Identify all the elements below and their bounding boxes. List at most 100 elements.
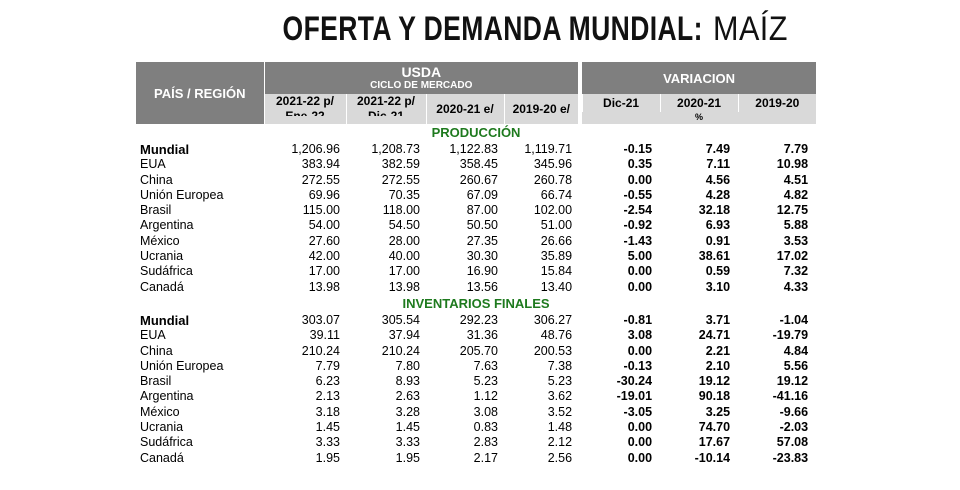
variation-cell: 3.25 bbox=[705, 404, 731, 419]
region-name: Argentina bbox=[140, 218, 194, 233]
variation-cell: 19.12 bbox=[698, 374, 731, 389]
value-cell: 115.00 bbox=[302, 203, 340, 218]
variation-cell: -3.05 bbox=[623, 404, 653, 419]
variation-cell: -10.14 bbox=[694, 450, 731, 465]
value-cell: 358.45 bbox=[459, 157, 498, 172]
value-cell: 272.55 bbox=[301, 172, 340, 187]
region-name: EUA bbox=[140, 328, 166, 343]
variation-cell: -0.81 bbox=[623, 312, 653, 327]
region-name: China bbox=[140, 172, 173, 187]
value-cell: 1.45 bbox=[315, 420, 340, 435]
variation-cell: 38.61 bbox=[698, 249, 731, 264]
region-name: China bbox=[140, 343, 173, 358]
variation-cell: -1.43 bbox=[623, 233, 653, 248]
table-row: EUA 383.94 382.59 358.45 345.96 0.35 7.11 10.98 bbox=[136, 157, 816, 172]
value-cell: 28.00 bbox=[388, 233, 420, 248]
variation-cell: -0.15 bbox=[623, 142, 653, 156]
value-cell: 13.40 bbox=[540, 279, 573, 294]
value-cell: 40.00 bbox=[388, 249, 420, 264]
value-cell: 1,119.71 bbox=[524, 142, 573, 156]
value-cell: 383.94 bbox=[301, 157, 340, 172]
variation-cell: 4.84 bbox=[783, 343, 809, 358]
percent-label: % bbox=[582, 111, 817, 124]
variation-cell: 7.11 bbox=[706, 157, 731, 172]
variation-cell: 3.08 bbox=[627, 328, 653, 343]
table-row: Ucrania 1.45 1.45 0.83 1.48 0.00 74.70 -2.03 bbox=[136, 420, 816, 435]
value-cell: 7.79 bbox=[315, 358, 340, 373]
value-cell: 260.67 bbox=[459, 172, 498, 187]
variation-cell: 10.98 bbox=[776, 157, 809, 172]
table-row: Mundial 303.07 305.54 292.23 306.27 -0.81 3.71… bbox=[136, 313, 816, 328]
produccion-section: PRODUCCIÓN Mundial 1,206.96 1,208.73 1,122.… bbox=[136, 124, 816, 295]
region-header: PAÍS / REGIÓN bbox=[136, 62, 264, 124]
value-cell: 54.50 bbox=[388, 218, 420, 233]
region-name: Unión Europea bbox=[140, 187, 224, 202]
variacion-header: VARIACION bbox=[582, 62, 817, 94]
value-cell: 303.07 bbox=[301, 312, 340, 327]
value-cell: 30.30 bbox=[466, 249, 498, 264]
table-row: Unión Europea 69.96 70.35 67.09 66.74 -0.55 4.… bbox=[136, 188, 816, 203]
value-cell: 2.13 bbox=[315, 389, 340, 404]
variation-cell: 32.18 bbox=[698, 203, 731, 218]
variation-cell: 2.21 bbox=[705, 343, 731, 358]
value-cell: 37.94 bbox=[388, 328, 420, 343]
variation-cell: -9.66 bbox=[779, 404, 809, 419]
page-title: OFERTA Y DEMANDA MUNDIAL: MAÍZ bbox=[0, 8, 960, 50]
table-row: Argentina 54.00 54.50 50.50 51.00 -0.92 6.93 5.… bbox=[136, 218, 816, 233]
variation-cell: 17.67 bbox=[698, 435, 731, 450]
value-cell: 3.28 bbox=[395, 404, 420, 419]
value-cell: 5.23 bbox=[547, 374, 573, 389]
value-cell: 2.83 bbox=[473, 435, 498, 450]
value-cell: 17.00 bbox=[308, 264, 340, 279]
region-name: Mundial bbox=[140, 312, 190, 328]
value-cell: 31.36 bbox=[466, 328, 498, 343]
value-cell: 2.17 bbox=[473, 450, 498, 465]
variation-cell: 90.18 bbox=[698, 389, 731, 404]
variation-cell: 5.56 bbox=[783, 358, 809, 373]
value-cell: 13.98 bbox=[308, 279, 340, 294]
value-cell: 51.00 bbox=[540, 218, 573, 233]
variation-cell: -0.92 bbox=[623, 218, 653, 233]
region-name: Mundial bbox=[140, 142, 190, 157]
variation-cell: 5.88 bbox=[783, 218, 809, 233]
table-row: Canadá 1.95 1.95 2.17 2.56 0.00 -10.14 -23.83 bbox=[136, 451, 816, 466]
value-cell: 306.27 bbox=[533, 312, 573, 327]
variation-cell: -19.01 bbox=[616, 389, 653, 404]
value-cell: 87.00 bbox=[466, 203, 498, 218]
table-row: Sudáfrica 3.33 3.33 2.83 2.12 0.00 17.67 57.08 bbox=[136, 435, 816, 450]
value-cell: 1.45 bbox=[395, 420, 420, 435]
col-header-4: 2019-20 e/ bbox=[503, 94, 579, 124]
variation-cell: 74.70 bbox=[698, 420, 731, 435]
region-name: Unión Europea bbox=[140, 358, 224, 373]
usda-label: USDA bbox=[401, 64, 442, 80]
variation-cell: 3.71 bbox=[705, 312, 731, 327]
variation-cell: 0.00 bbox=[627, 264, 653, 279]
value-cell: 16.90 bbox=[466, 264, 498, 279]
value-cell: 54.00 bbox=[308, 218, 340, 233]
value-cell: 292.23 bbox=[459, 312, 498, 327]
value-cell: 8.93 bbox=[395, 374, 420, 389]
region-name: EUA bbox=[140, 157, 166, 172]
region-name: Brasil bbox=[140, 203, 172, 218]
value-cell: 2.12 bbox=[547, 435, 573, 450]
col-header-3: 2020-21 e/ bbox=[425, 94, 504, 124]
value-cell: 27.35 bbox=[466, 233, 498, 248]
value-cell: 118.00 bbox=[382, 203, 420, 218]
value-cell: 66.74 bbox=[540, 187, 573, 202]
region-name: Sudáfrica bbox=[140, 264, 193, 279]
variation-cell: 7.79 bbox=[783, 142, 809, 156]
table-row: China 210.24 210.24 205.70 200.53 0.00 2.21 4.8… bbox=[136, 344, 816, 359]
variation-cell: 2.10 bbox=[705, 358, 731, 373]
value-cell: 69.96 bbox=[308, 187, 340, 202]
variation-cell: 4.51 bbox=[783, 172, 809, 187]
col-header-1: 2021-22 p/Ene-22 bbox=[263, 94, 346, 124]
var-header-2: 2020-21 bbox=[659, 94, 739, 112]
region-name: Canadá bbox=[140, 279, 184, 294]
value-cell: 210.24 bbox=[301, 343, 340, 358]
section-title-produccion: PRODUCCIÓN bbox=[431, 125, 521, 140]
variation-cell: 4.56 bbox=[705, 172, 731, 187]
variation-cell: 12.75 bbox=[776, 203, 809, 218]
table-row: Argentina 2.13 2.63 1.12 3.62 -19.01 90.18 -41.… bbox=[136, 389, 816, 404]
value-cell: 15.84 bbox=[540, 264, 573, 279]
variation-cell: 4.33 bbox=[783, 279, 809, 294]
